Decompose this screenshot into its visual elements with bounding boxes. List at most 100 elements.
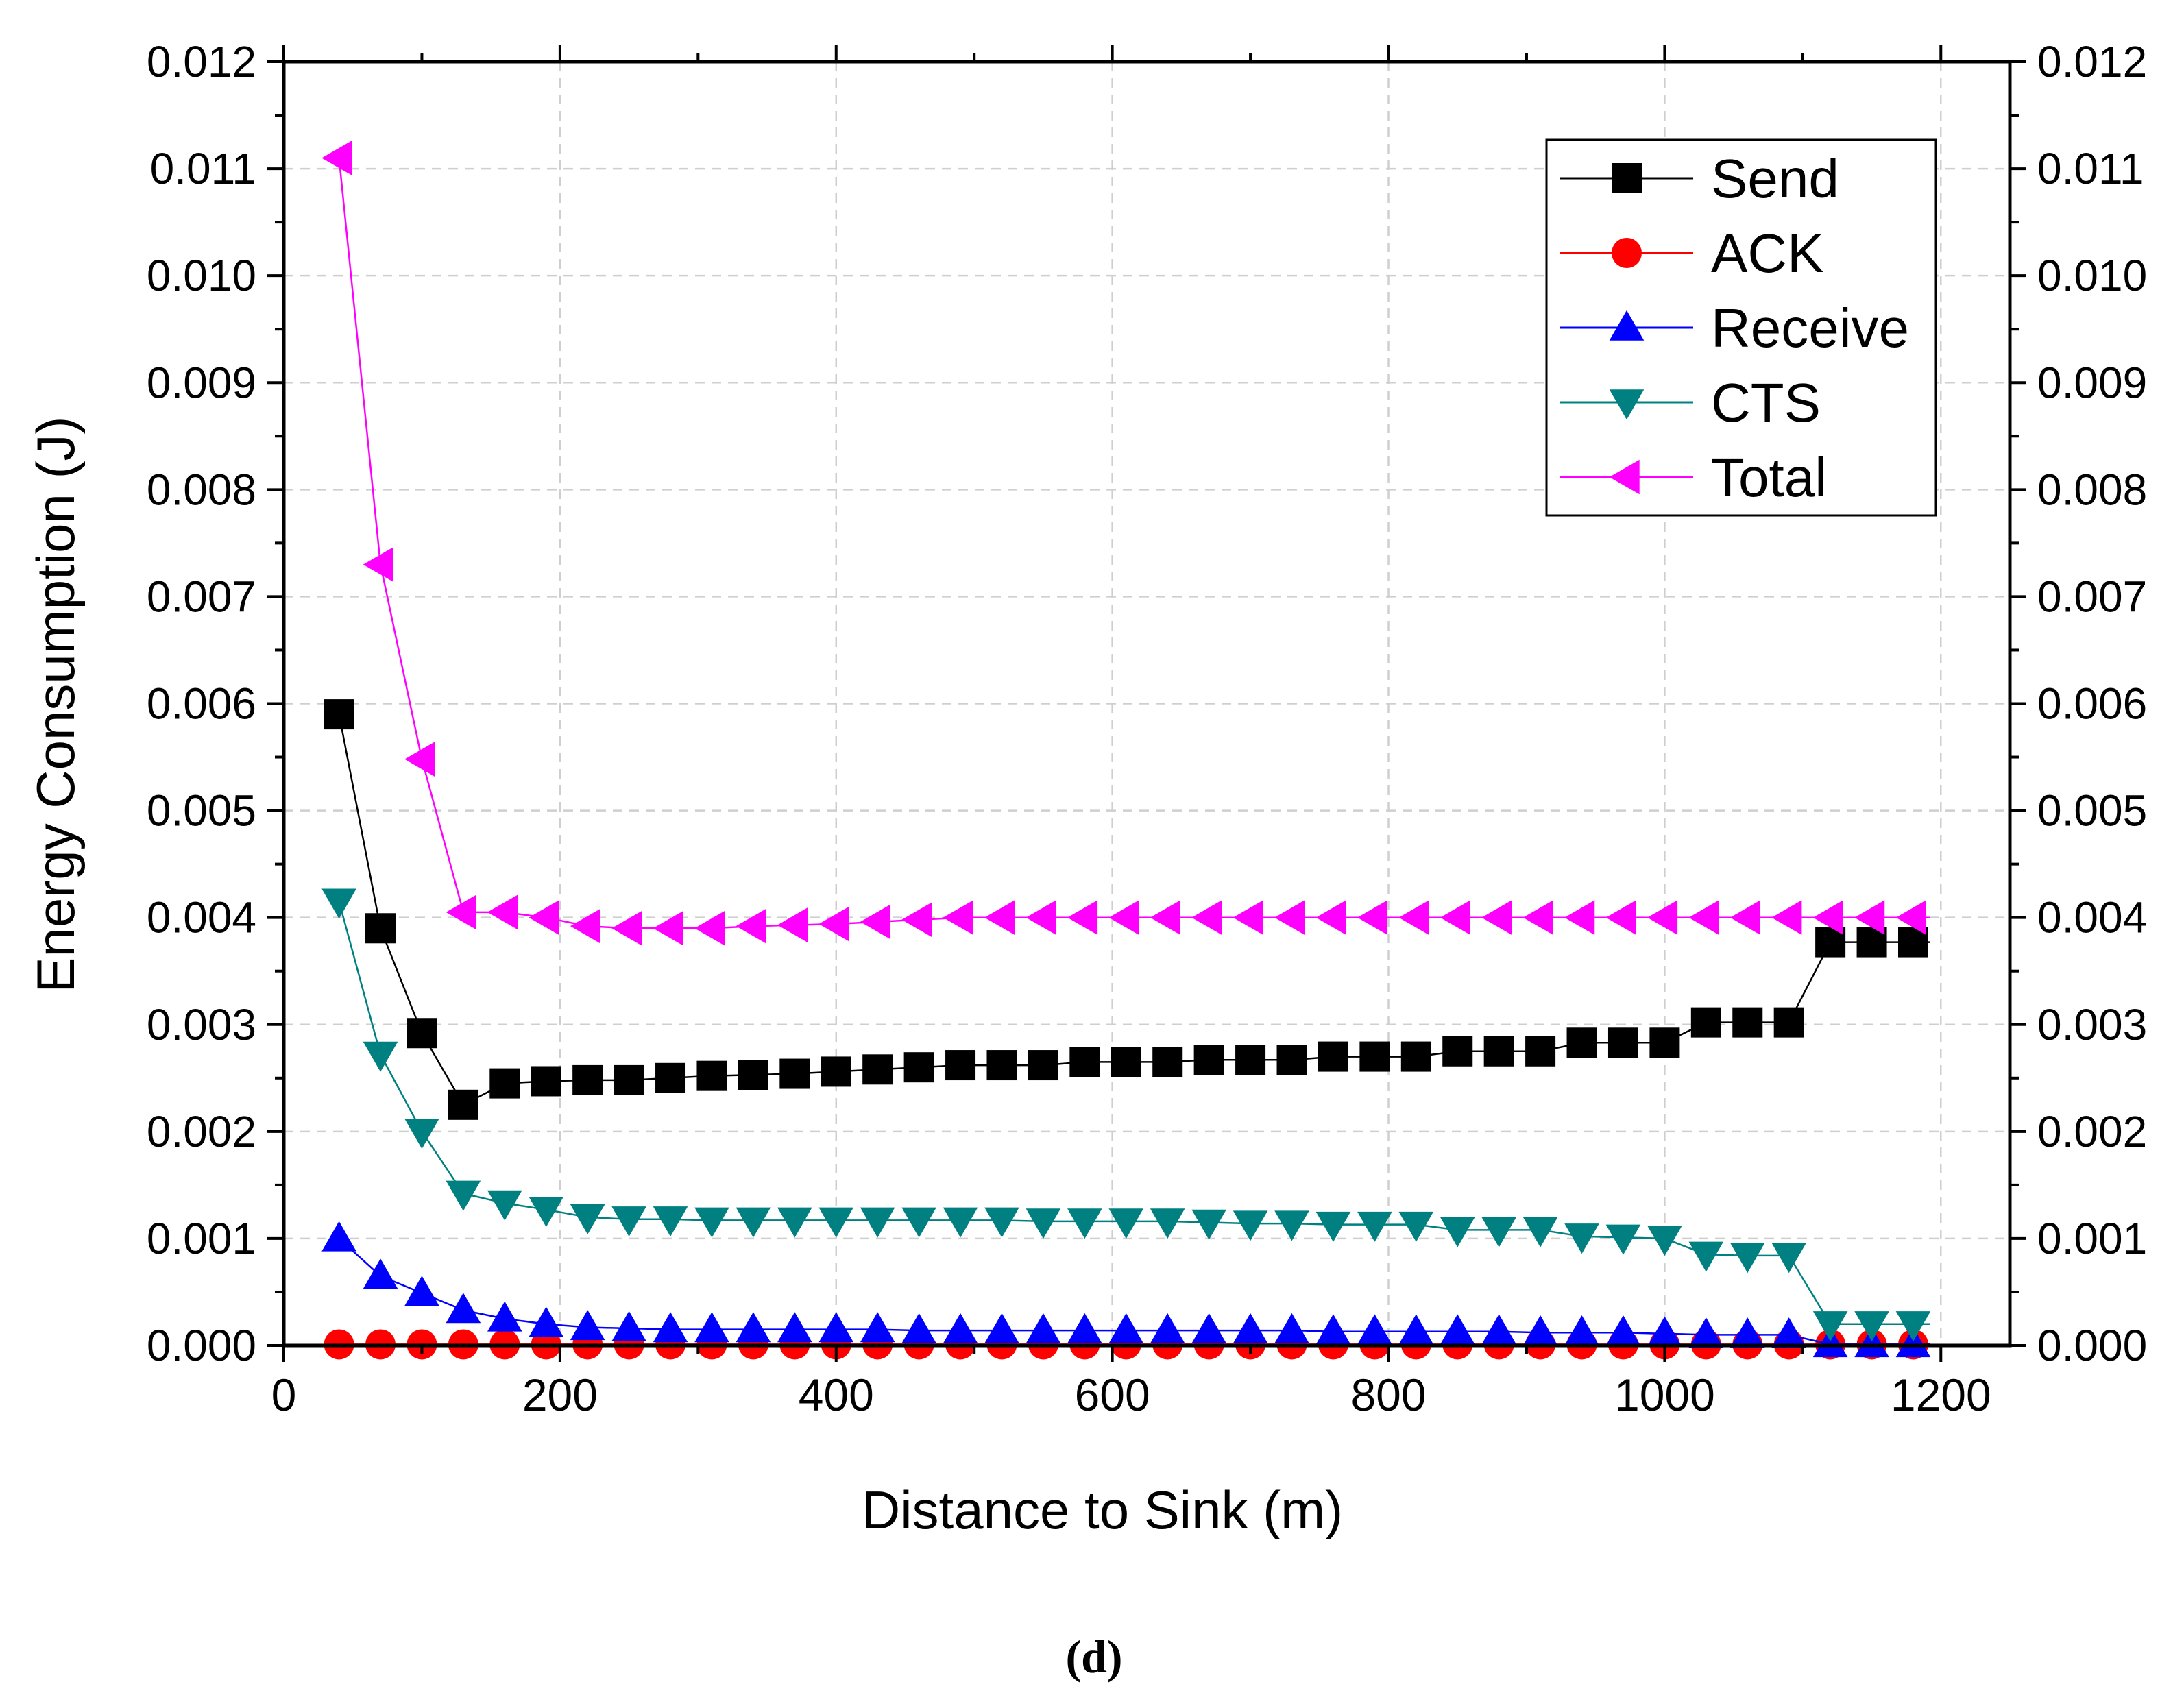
data-point-send: [1732, 1007, 1763, 1038]
y-tick-label-right: 0.000: [2037, 1321, 2147, 1370]
data-point-receive: [777, 1312, 812, 1343]
series-line-total: [338, 158, 1930, 929]
data-point-total: [1895, 900, 1926, 935]
data-point-cts: [1067, 1208, 1102, 1239]
data-point-receive: [1108, 1313, 1144, 1343]
y-tick-label-right: 0.005: [2037, 786, 2147, 836]
data-point-receive: [1440, 1314, 1475, 1345]
legend-marker-total: [1609, 459, 1640, 495]
series-line-receive: [338, 1237, 1930, 1345]
data-point-send: [1400, 1041, 1431, 1072]
data-point-send: [1649, 1027, 1680, 1058]
data-point-receive: [1191, 1313, 1226, 1343]
data-point-total: [736, 908, 766, 944]
y-tick-label-left: 0.012: [147, 37, 256, 86]
data-point-send: [1566, 1027, 1597, 1058]
data-point-cts: [487, 1190, 522, 1221]
data-point-cts: [1730, 1243, 1765, 1274]
data-point-total: [694, 910, 725, 946]
data-point-receive: [1233, 1313, 1268, 1343]
series-send: [324, 699, 1930, 1120]
data-point-receive: [1315, 1314, 1351, 1345]
y-tick-label-left: 0.001: [147, 1214, 256, 1263]
data-point-cts: [404, 1119, 439, 1149]
data-point-total: [1771, 900, 1802, 935]
data-point-cts: [1440, 1217, 1475, 1247]
data-point-receive: [943, 1313, 978, 1343]
data-point-total: [943, 900, 973, 935]
data-point-cts: [901, 1207, 936, 1238]
data-point-receive: [1398, 1314, 1434, 1345]
data-point-cts: [1522, 1217, 1558, 1247]
data-point-receive: [321, 1221, 356, 1252]
data-point-total: [1522, 900, 1553, 935]
data-point-total: [1274, 900, 1305, 935]
legend-item-total: Total: [1560, 447, 1827, 508]
data-point-total: [984, 900, 1015, 935]
data-point-send: [1773, 1007, 1804, 1038]
data-point-total: [1108, 900, 1139, 935]
data-point-total: [570, 908, 600, 944]
x-axis-label: Distance to Sink (m): [862, 1480, 1343, 1540]
data-point-total: [777, 907, 808, 942]
data-point-cts: [570, 1204, 605, 1234]
y-tick-label-right: 0.006: [2037, 679, 2147, 729]
y-tick-label-left: 0.004: [147, 893, 256, 942]
series-cts: [321, 888, 1931, 1342]
series-line-cts: [338, 901, 1930, 1326]
data-point-send: [407, 1018, 437, 1049]
data-point-total: [1191, 900, 1222, 935]
data-point-send: [738, 1060, 768, 1090]
y-tick-label-right: 0.001: [2037, 1214, 2147, 1263]
data-point-total: [1233, 900, 1263, 935]
data-point-receive: [404, 1276, 439, 1306]
y-tick-label-left: 0.002: [147, 1107, 256, 1156]
data-point-cts: [1481, 1217, 1516, 1247]
data-point-total: [487, 894, 518, 930]
data-point-total: [860, 904, 890, 940]
data-point-send: [862, 1054, 893, 1085]
data-point-send: [986, 1050, 1017, 1081]
data-point-cts: [1026, 1208, 1061, 1239]
data-point-receive: [1026, 1313, 1061, 1343]
data-point-total: [1026, 900, 1056, 935]
data-point-cts: [1854, 1311, 1889, 1342]
data-point-cts: [611, 1206, 646, 1237]
data-point-receive: [1605, 1315, 1641, 1345]
data-point-receive: [694, 1312, 729, 1343]
data-point-receive: [1481, 1314, 1516, 1345]
data-point-total: [1730, 900, 1760, 935]
y-tick-label-left: 0.010: [147, 251, 256, 300]
data-point-receive: [611, 1311, 646, 1341]
data-point-cts: [1357, 1211, 1392, 1242]
y-tick-label-right: 0.010: [2037, 251, 2147, 300]
legend-item-ack: ACK: [1560, 223, 1824, 284]
data-point-send: [1235, 1045, 1266, 1075]
data-point-send: [489, 1068, 520, 1099]
x-tick-label: 400: [799, 1369, 874, 1420]
data-point-total: [1315, 900, 1346, 935]
y-tick-label-left: 0.000: [147, 1321, 256, 1370]
data-point-receive: [1522, 1315, 1558, 1345]
y-tick-label-left: 0.006: [147, 679, 256, 729]
data-point-cts: [363, 1041, 398, 1072]
data-point-cts: [446, 1180, 481, 1211]
x-tick-label: 0: [271, 1369, 297, 1420]
data-point-send: [1069, 1047, 1100, 1077]
data-point-send: [448, 1089, 478, 1120]
data-point-cts: [1647, 1226, 1682, 1256]
data-point-total: [404, 742, 435, 777]
data-point-send: [1152, 1047, 1183, 1077]
x-tick-label: 200: [522, 1369, 598, 1420]
legend-label-send: Send: [1711, 148, 1839, 209]
data-point-receive: [1647, 1316, 1682, 1347]
y-tick-label-left: 0.003: [147, 1000, 256, 1049]
data-point-total: [1605, 900, 1636, 935]
legend-label-receive: Receive: [1711, 297, 1909, 358]
data-point-total: [529, 900, 559, 935]
legend-label-total: Total: [1711, 447, 1827, 508]
data-point-cts: [1771, 1243, 1806, 1274]
data-point-total: [1564, 900, 1595, 935]
data-point-receive: [570, 1310, 605, 1341]
